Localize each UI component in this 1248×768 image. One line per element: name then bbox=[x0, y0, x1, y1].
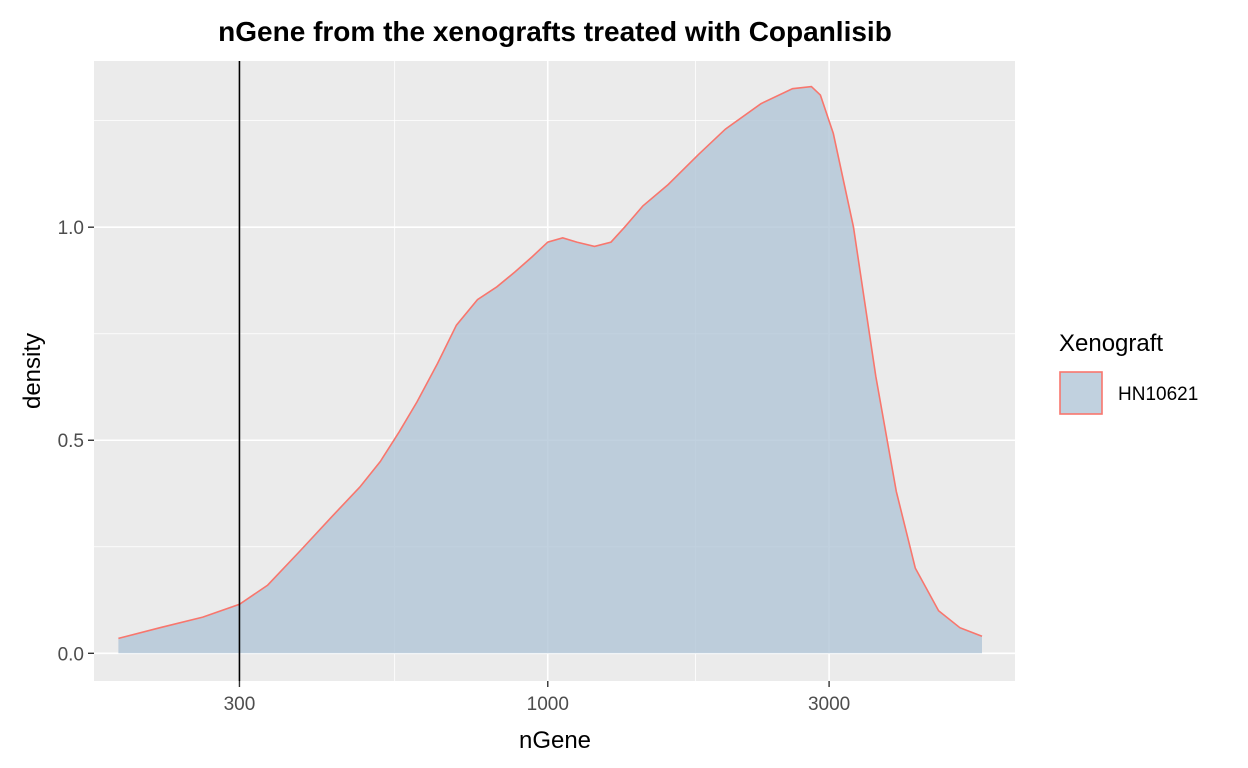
chart-title: nGene from the xenografts treated with C… bbox=[218, 16, 892, 47]
x-tick-label: 3000 bbox=[808, 694, 850, 715]
density-curve bbox=[118, 85, 983, 640]
x-axis-title: nGene bbox=[519, 727, 591, 754]
density-area-fill bbox=[118, 86, 982, 654]
legend-key-swatch bbox=[1059, 371, 1103, 415]
y-tick-label: 0.5 bbox=[58, 431, 84, 452]
density-area-layer bbox=[118, 85, 983, 654]
y-tick-label: 0.0 bbox=[58, 644, 84, 665]
y-axis-title: density bbox=[19, 333, 46, 409]
y-axis-ticks: 0.0 0.5 1.0 bbox=[58, 218, 94, 665]
legend: Xenograft HN10621 bbox=[1059, 330, 1198, 415]
x-axis-ticks: 300 1000 3000 bbox=[224, 681, 850, 715]
x-tick-label: 1000 bbox=[527, 694, 569, 715]
x-tick-label: 300 bbox=[224, 694, 256, 715]
legend-title: Xenograft bbox=[1059, 330, 1163, 357]
legend-item-label: HN10621 bbox=[1118, 384, 1198, 405]
y-tick-label: 1.0 bbox=[58, 218, 84, 239]
